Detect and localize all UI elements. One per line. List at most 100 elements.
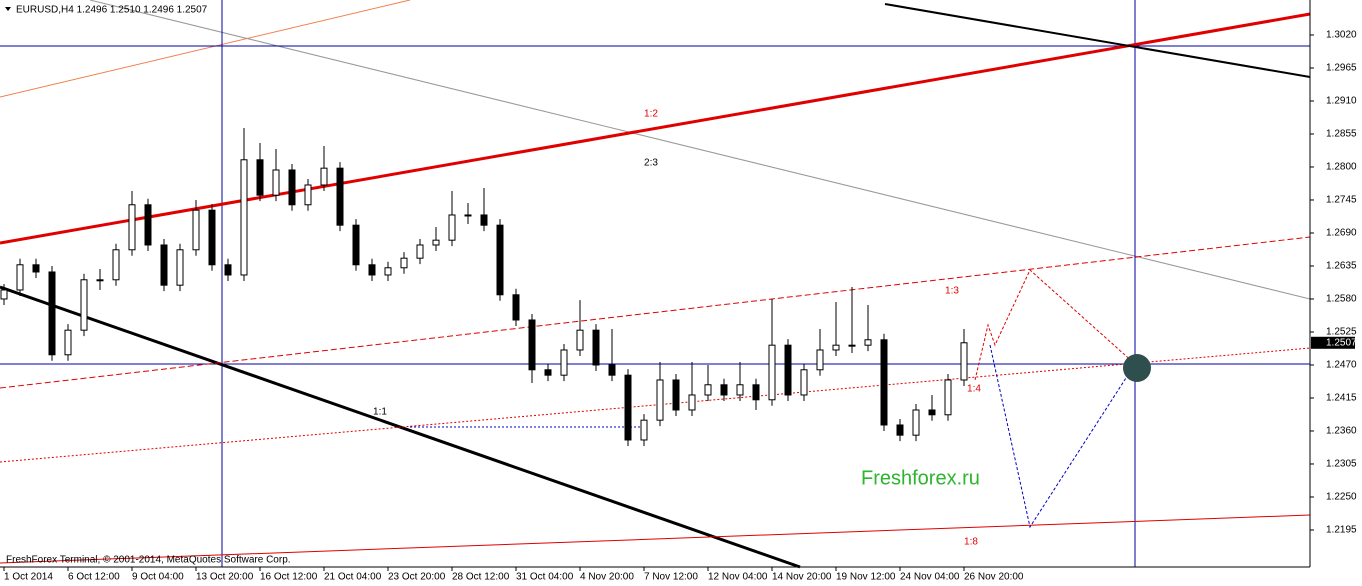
candle-body (384, 267, 392, 276)
x-tick-label: 14 Nov 20:00 (772, 572, 832, 583)
y-tick-label: 1.2305 (1326, 459, 1357, 470)
y-tick-label: 1.2800 (1326, 162, 1357, 173)
fan-line (0, 236, 1311, 389)
candle-body (464, 214, 472, 217)
candle-body (752, 384, 760, 401)
x-tick-label: 31 Oct 04:00 (516, 572, 574, 583)
candle-body (720, 384, 728, 396)
candle-body (128, 204, 136, 251)
candle-body (240, 159, 248, 276)
y-tick-label: 1.2635 (1326, 261, 1357, 272)
candle-body (960, 342, 968, 381)
annotation: 1:1 (373, 407, 387, 418)
y-tick-label: 1.2745 (1326, 195, 1357, 206)
y-tick-label: 1.2580 (1326, 294, 1357, 305)
candle-body (800, 369, 808, 396)
x-tick-label: 13 Oct 20:00 (196, 572, 254, 583)
x-tick-label: 19 Nov 12:00 (836, 572, 896, 583)
y-tick-label: 1.2415 (1326, 393, 1357, 404)
x-tick-label: 26 Nov 20:00 (964, 572, 1024, 583)
candle-body (560, 349, 568, 376)
chart-title: EURUSD,H4 1.2496 1.2510 1.2496 1.2507 (16, 5, 208, 16)
y-tick-label: 1.2910 (1326, 96, 1357, 107)
candle-body (448, 214, 456, 241)
candle-body (272, 169, 280, 196)
x-tick-label: 23 Oct 20:00 (388, 572, 446, 583)
candle-body (912, 409, 920, 436)
candle-body (64, 329, 72, 356)
y-tick-label: 1.2855 (1326, 129, 1357, 140)
last-price-label: 1.2507 (1326, 337, 1357, 348)
y-tick-label: 1.3020 (1326, 30, 1357, 41)
footer: FreshForex Terminal, © 2001-2014, MetaQu… (6, 555, 291, 566)
y-tick-label: 1.2360 (1326, 426, 1357, 437)
candle-body (640, 419, 648, 441)
candle-body (512, 294, 520, 321)
candle-body (288, 169, 296, 206)
candle-body (176, 249, 184, 286)
trend-line (0, 12, 1311, 245)
candle-body (224, 264, 232, 276)
candle-body (656, 379, 664, 421)
y-tick-label: 1.2470 (1326, 360, 1357, 371)
x-tick-label: 28 Oct 12:00 (452, 572, 510, 583)
annotation: 1:2 (644, 109, 658, 120)
candle-body (928, 409, 936, 416)
x-tick-label: 16 Oct 12:00 (260, 572, 318, 583)
projection-path (974, 269, 1136, 381)
annotation: 1:4 (967, 384, 981, 395)
candle-body (624, 374, 632, 441)
candle-body (336, 167, 344, 226)
y-tick-label: 1.2195 (1326, 525, 1357, 536)
drawing-objects (0, 0, 1311, 569)
candle-body (880, 339, 888, 426)
x-tick-label: 7 Nov 12:00 (644, 572, 698, 583)
candle-body (144, 204, 152, 246)
candle-body (368, 264, 376, 276)
candle-body (736, 384, 744, 396)
x-tick-label: 1 Oct 2014 (4, 572, 53, 583)
candle-body (608, 364, 616, 376)
trend-line (884, 3, 1311, 78)
candle-body (160, 244, 168, 286)
candle-body (832, 344, 840, 351)
candle-body (352, 224, 360, 266)
candle-body (544, 369, 552, 376)
candle-body (400, 257, 408, 269)
annotation: 1:3 (945, 286, 959, 297)
candle-body (848, 344, 856, 347)
channel-line (0, 0, 411, 98)
x-tick-label: 24 Nov 04:00 (900, 572, 960, 583)
candle-body (592, 329, 600, 366)
x-tick-label: 12 Nov 04:00 (708, 572, 768, 583)
y-tick-label: 1.2250 (1326, 492, 1357, 503)
candle-body (112, 249, 120, 281)
target-marker (1123, 354, 1151, 382)
menu-arrow[interactable] (5, 7, 11, 11)
candle-body (416, 244, 424, 259)
fan-line (0, 514, 1311, 564)
candle-body (256, 159, 264, 196)
projection-path (989, 344, 1136, 529)
last-price-tag (1311, 336, 1355, 349)
candle-body (784, 344, 792, 396)
candle-body (0, 289, 8, 300)
fan-line (89, 0, 1311, 300)
candle-body (496, 224, 504, 296)
candle-body (32, 264, 40, 273)
y-tick-label: 1.2690 (1326, 228, 1357, 239)
candle-body (944, 379, 952, 416)
candle-body (768, 344, 776, 401)
candle-body (320, 167, 328, 186)
candle-body (80, 279, 88, 331)
candle-body (576, 329, 584, 351)
candle-body (304, 184, 312, 206)
candle-body (704, 384, 712, 396)
candle-body (432, 239, 440, 246)
candle-body (864, 339, 872, 346)
candle-body (896, 424, 904, 436)
candle-body (96, 279, 104, 282)
y-tick-label: 1.2525 (1326, 327, 1357, 338)
